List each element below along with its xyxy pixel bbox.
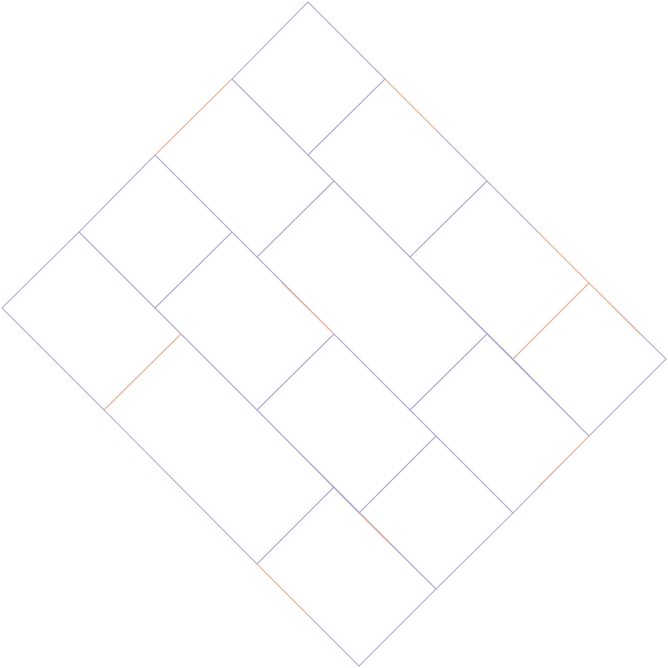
accent-edge-bottom-center (358, 512, 391, 545)
accent-edge-left-lower (103, 333, 182, 411)
accent-edge-right-divider (512, 282, 590, 360)
tile-far-left-rect (1, 231, 182, 411)
tile-lower-small-square (358, 435, 514, 590)
tile-bottom-rect (256, 486, 437, 667)
accent-edge-group (103, 78, 641, 616)
tile-center-lower-rect (256, 333, 437, 514)
tile-right-upper-rect (409, 180, 590, 360)
tile-upper-left-rect (154, 78, 335, 258)
accent-edge-center (281, 282, 335, 335)
accent-edge-lower-right (537, 435, 590, 488)
tile-center-left-rect (154, 231, 335, 411)
accent-edge-far-right (588, 282, 641, 335)
tile-far-right-square (512, 282, 667, 437)
tile-top-square (231, 1, 386, 156)
tile-left-square (78, 154, 233, 309)
accent-edge-bottom-left (256, 563, 309, 616)
tile-upper-right-rect (307, 78, 488, 258)
accent-edge-upper-left (154, 78, 233, 156)
accent-edge-right-upper (537, 231, 590, 284)
accent-edge-upper-right (384, 78, 437, 131)
tile-right-lower-rect (409, 333, 590, 514)
